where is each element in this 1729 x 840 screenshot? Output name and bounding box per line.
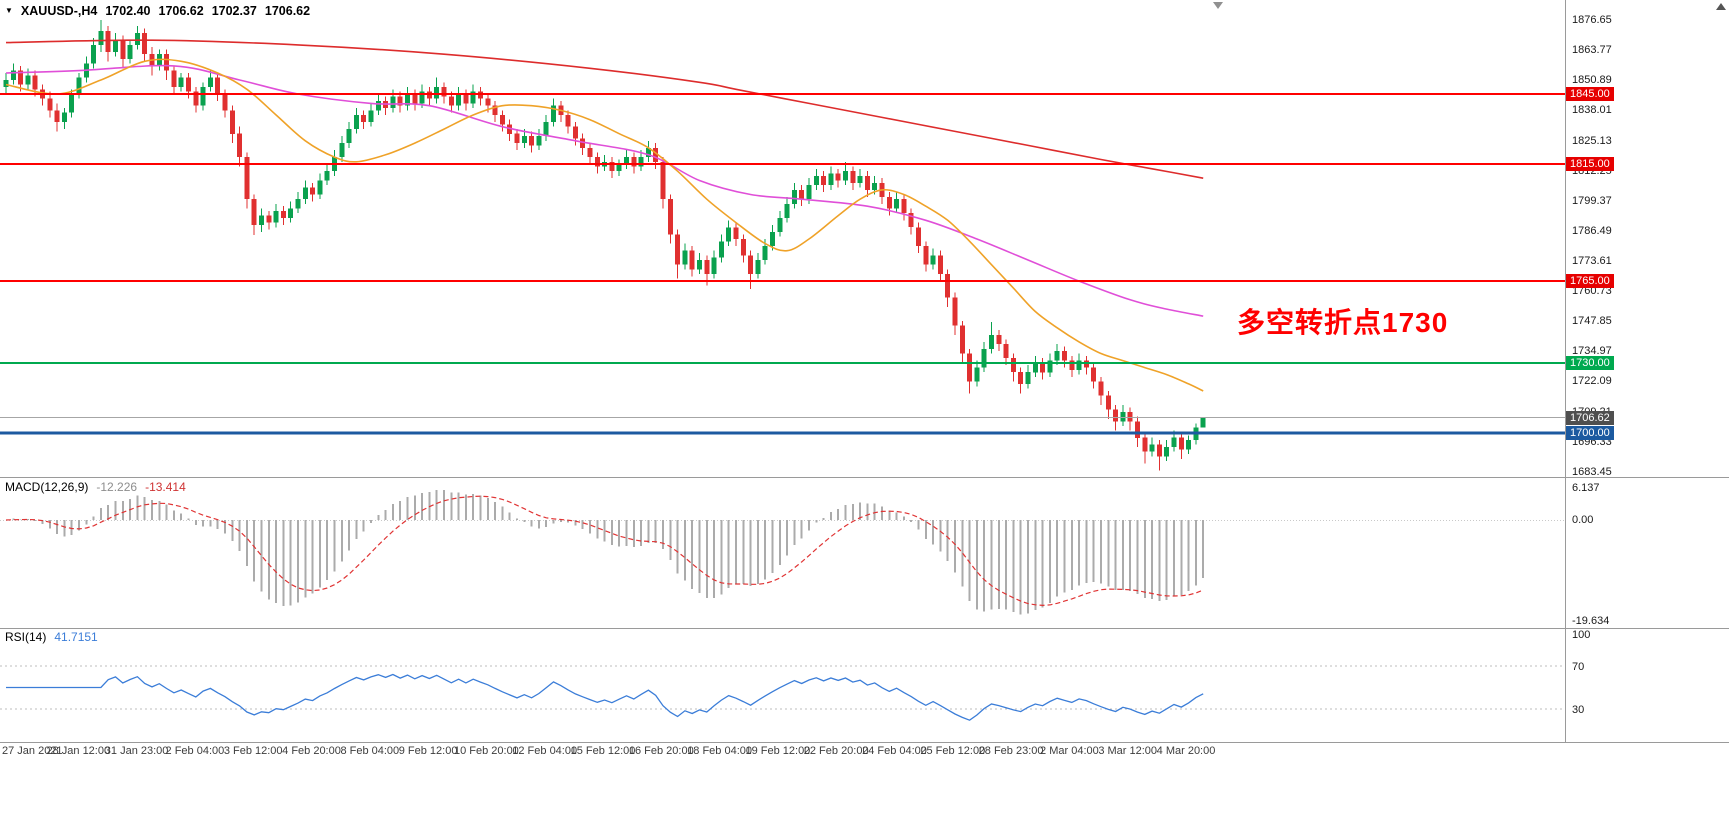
price-axis-label: 1825.13	[1572, 134, 1612, 147]
macd-signal-line	[5, 495, 1204, 607]
time-axis-label: 2 Feb 04:00	[165, 745, 225, 757]
time-axis-label: 27 Jan 2021	[2, 745, 63, 757]
time-axis-label: 15 Feb 12:00	[570, 745, 636, 757]
time-axis-label: 25 Feb 12:00	[920, 745, 986, 757]
price-axis-label: 1838.01	[1572, 104, 1612, 117]
time-axis-label: 9 Feb 12:00	[398, 745, 458, 757]
ohlc-close: 1706.62	[264, 4, 311, 18]
macd-signal-value: -13.414	[145, 480, 186, 494]
text-annotation[interactable]: 多空转折点1730	[1237, 307, 1449, 338]
macd-axis-label: 6.137	[1572, 482, 1600, 495]
price-axis-label: 1786.49	[1572, 224, 1612, 237]
time-axis-label: 24 Feb 04:00	[862, 745, 927, 757]
price-badge-1706.62: 1706.62	[1566, 410, 1614, 425]
time-axis-label: 28 Jan 12:00	[46, 745, 111, 757]
scroll-up-icon[interactable]	[1716, 3, 1726, 10]
symbol-timeframe: XAUUSD-,H4	[20, 4, 98, 18]
symbol-dropdown-icon[interactable]: ▼	[5, 6, 13, 15]
macd-main-value: -12.226	[96, 480, 138, 494]
price-axis-label: 1876.65	[1572, 14, 1612, 26]
price-axis-label: 1734.97	[1572, 345, 1612, 358]
rsi-axis-label: 100	[1572, 629, 1591, 641]
rsi-indicator-label: RSI(14) 41.7151	[5, 630, 98, 644]
price-badge-1730.00: 1730.00	[1566, 355, 1614, 370]
time-axis-label: 28 Feb 23:00	[978, 745, 1044, 757]
price-axis-label: 1747.85	[1572, 315, 1612, 328]
time-axis-label: 3 Feb 12:00	[223, 745, 283, 757]
price-badge-1815.00: 1815.00	[1566, 157, 1614, 172]
ohlc-low: 1702.37	[211, 4, 257, 18]
time-axis-label: 22 Feb 20:00	[803, 745, 869, 757]
rsi-value: 41.7151	[54, 630, 98, 644]
macd-histogram	[12, 490, 1205, 615]
time-axis-label: 18 Feb 04:00	[687, 745, 753, 757]
rsi-axis-label: 70	[1572, 661, 1585, 674]
macd-axis-label: -19.634	[1572, 615, 1610, 628]
time-axis-label: 8 Feb 04:00	[340, 745, 400, 757]
price-axis-label: 1773.61	[1572, 254, 1612, 267]
macd-indicator-label: MACD(12,26,9) -12.226 -13.414	[5, 480, 186, 494]
ma-slow-red	[5, 39, 1204, 179]
rsi-name: RSI(14)	[5, 630, 47, 644]
price-axis-label: 1799.37	[1572, 194, 1612, 207]
price-axis-label: 1863.77	[1572, 44, 1612, 57]
price-axis-label: 1722.09	[1572, 375, 1612, 388]
time-axis-label: 12 Feb 04:00	[512, 745, 578, 757]
ohlc-high: 1706.62	[158, 4, 204, 18]
macd-axis-label: 0.00	[1572, 514, 1594, 526]
rsi-line	[6, 673, 1204, 721]
chart-title: ▼ XAUUSD-,H4 1702.40 1706.62 1702.37 170…	[5, 4, 310, 18]
price-axis-label: 1850.89	[1572, 74, 1612, 87]
time-axis-label: 4 Feb 20:00	[282, 745, 341, 757]
ohlc-open: 1702.40	[105, 4, 151, 18]
time-axis-label: 19 Feb 12:00	[745, 745, 811, 757]
ma-fast-orange	[5, 58, 1204, 392]
price-badge-1765.00: 1765.00	[1566, 274, 1614, 289]
macd-name: MACD(12,26,9)	[5, 480, 89, 494]
time-axis-label: 31 Jan 23:00	[104, 745, 169, 757]
rsi-axis-label: 30	[1572, 703, 1585, 716]
chart-shift-marker-icon[interactable]	[1213, 2, 1223, 9]
time-axis-label: 16 Feb 20:00	[628, 745, 694, 757]
time-axis-label: 10 Feb 20:00	[453, 745, 519, 757]
time-axis-label: 3 Mar 12:00	[1098, 745, 1158, 757]
time-axis-label: 2 Mar 04:00	[1040, 745, 1099, 757]
price-badge-1845.00: 1845.00	[1566, 87, 1614, 101]
price-axis-label: 1683.45	[1572, 465, 1612, 478]
candles-layer	[3, 20, 1206, 471]
ma-mid-magenta	[5, 64, 1204, 317]
price-badge-1700.00: 1700.00	[1566, 426, 1614, 440]
time-axis-label: 4 Mar 20:00	[1156, 745, 1216, 757]
